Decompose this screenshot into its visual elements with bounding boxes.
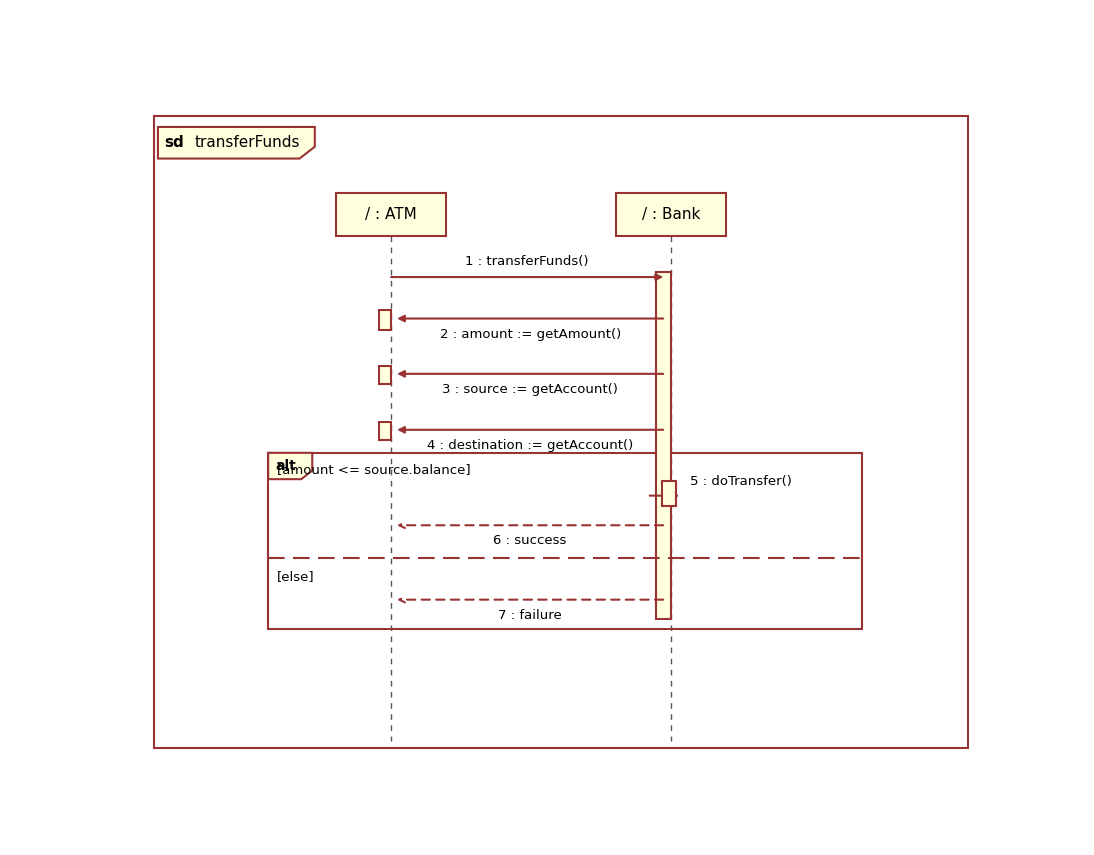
Text: 6 : success: 6 : success	[493, 534, 567, 547]
FancyBboxPatch shape	[336, 193, 446, 236]
Text: 7 : failure: 7 : failure	[498, 609, 562, 622]
FancyBboxPatch shape	[380, 422, 392, 440]
FancyBboxPatch shape	[616, 193, 726, 236]
Text: / : Bank: / : Bank	[642, 207, 700, 222]
FancyBboxPatch shape	[663, 481, 676, 505]
Text: / : ATM: / : ATM	[365, 207, 417, 222]
Text: 4 : destination := getAccount(): 4 : destination := getAccount()	[427, 439, 633, 452]
FancyBboxPatch shape	[153, 115, 968, 748]
Text: [else]: [else]	[277, 570, 314, 583]
Text: [amount <= source.balance]: [amount <= source.balance]	[277, 463, 470, 475]
Text: alt: alt	[275, 459, 295, 473]
Text: 1 : transferFunds(): 1 : transferFunds()	[465, 255, 589, 268]
Text: 3 : source := getAccount(): 3 : source := getAccount()	[442, 383, 618, 396]
Text: sd: sd	[165, 135, 185, 150]
Text: 5 : doTransfer(): 5 : doTransfer()	[690, 475, 792, 487]
FancyBboxPatch shape	[380, 366, 392, 385]
Polygon shape	[268, 453, 312, 479]
FancyBboxPatch shape	[655, 273, 671, 619]
Text: transferFunds: transferFunds	[195, 135, 300, 150]
Polygon shape	[158, 127, 315, 158]
Text: 2 : amount := getAmount(): 2 : amount := getAmount()	[440, 327, 620, 341]
FancyBboxPatch shape	[380, 310, 392, 330]
